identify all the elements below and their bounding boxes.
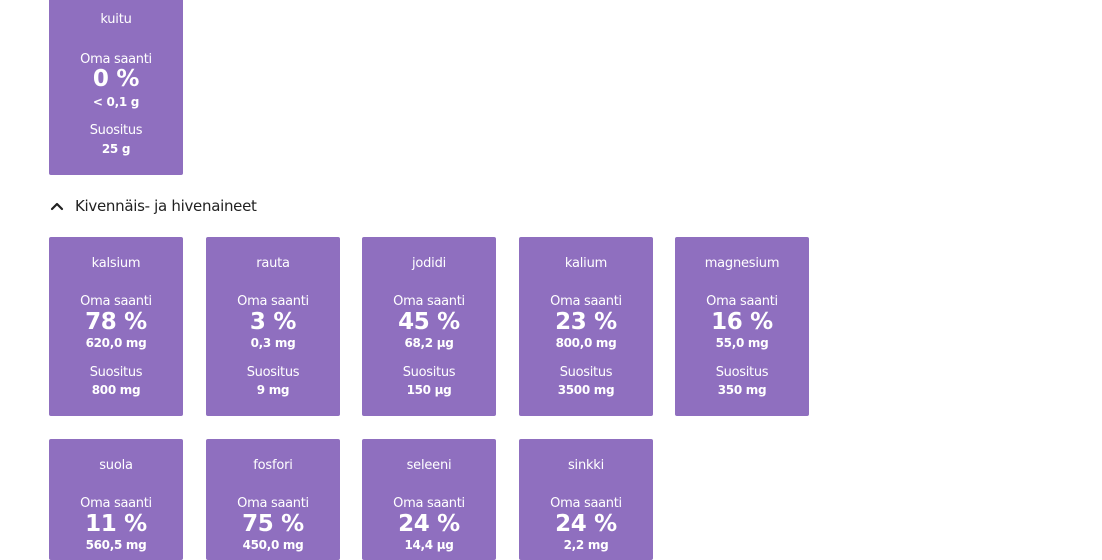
own-intake-amount: 450,0 mg — [242, 538, 304, 552]
recommendation-label: Suositus — [402, 365, 456, 380]
recommendation-value: 800 mg — [91, 383, 141, 397]
own-intake-label: Oma saanti — [393, 496, 465, 511]
recommendation-label: Suositus — [89, 123, 143, 138]
own-intake-label: Oma saanti — [393, 294, 465, 309]
recommendation-value: 150 µg — [406, 383, 452, 397]
nutrient-card-fosfori: fosfori Oma saanti 75 % 450,0 mg — [206, 439, 340, 560]
nutrient-card-suola: suola Oma saanti 11 % 560,5 mg — [49, 439, 183, 560]
own-intake-label: Oma saanti — [237, 496, 309, 511]
own-intake-amount: 55,0 mg — [715, 336, 769, 350]
nutrient-card-jodidi: jodidi Oma saanti 45 % 68,2 µg Suositus … — [362, 237, 496, 416]
recommendation-label: Suositus — [246, 365, 300, 380]
own-intake-amount: 800,0 mg — [555, 336, 617, 350]
recommendation-value: 350 mg — [717, 383, 767, 397]
own-intake-percent: 23 % — [555, 309, 617, 335]
recommendation-value: 3500 mg — [557, 383, 615, 397]
nutrient-name: rauta — [256, 256, 290, 271]
section-title: Kivennäis- ja hivenaineet — [75, 197, 257, 215]
own-intake-percent: 75 % — [242, 511, 304, 537]
nutrient-name: kalsium — [91, 256, 141, 271]
own-intake-percent: 24 % — [555, 511, 617, 537]
nutrient-name: seleeni — [406, 458, 452, 473]
section-toggle-minerals[interactable]: Kivennäis- ja hivenaineet — [49, 196, 257, 216]
own-intake-label: Oma saanti — [80, 294, 152, 309]
nutrient-name: suola — [99, 458, 133, 473]
own-intake-amount: 620,0 mg — [85, 336, 147, 350]
own-intake-amount: 14,4 µg — [404, 538, 454, 552]
own-intake-percent: 78 % — [85, 309, 147, 335]
nutrient-card-kalsium: kalsium Oma saanti 78 % 620,0 mg Suositu… — [49, 237, 183, 416]
recommendation-label: Suositus — [559, 365, 613, 380]
own-intake-percent: 11 % — [85, 511, 147, 537]
nutrient-name: kalium — [564, 256, 608, 271]
own-intake-label: Oma saanti — [237, 294, 309, 309]
nutrient-card-kuitu: kuitu Oma saanti 0 % < 0,1 g Suositus 25… — [49, 0, 183, 175]
recommendation-label: Suositus — [89, 365, 143, 380]
own-intake-percent: 45 % — [398, 309, 460, 335]
own-intake-label: Oma saanti — [706, 294, 778, 309]
own-intake-amount: 68,2 µg — [404, 336, 454, 350]
recommendation-value: 9 mg — [256, 383, 290, 397]
own-intake-label: Oma saanti — [550, 496, 622, 511]
nutrient-card-sinkki: sinkki Oma saanti 24 % 2,2 mg — [519, 439, 653, 560]
own-intake-amount: 560,5 mg — [85, 538, 147, 552]
recommendation-label: Suositus — [715, 365, 769, 380]
nutrient-card-magnesium: magnesium Oma saanti 16 % 55,0 mg Suosit… — [675, 237, 809, 416]
own-intake-label: Oma saanti — [80, 496, 152, 511]
recommendation-value: 25 g — [101, 142, 131, 156]
own-intake-label: Oma saanti — [80, 52, 152, 67]
chevron-up-icon — [50, 202, 64, 211]
own-intake-amount: 2,2 mg — [563, 538, 609, 552]
nutrient-name: magnesium — [704, 256, 780, 271]
own-intake-percent: 0 % — [92, 66, 140, 92]
nutrient-name: kuitu — [100, 12, 132, 27]
own-intake-percent: 3 % — [249, 309, 297, 335]
own-intake-percent: 16 % — [711, 309, 773, 335]
own-intake-amount: 0,3 mg — [250, 336, 296, 350]
nutrient-card-seleeni: seleeni Oma saanti 24 % 14,4 µg — [362, 439, 496, 560]
nutrient-card-kalium: kalium Oma saanti 23 % 800,0 mg Suositus… — [519, 237, 653, 416]
own-intake-percent: 24 % — [398, 511, 460, 537]
nutrient-name: fosfori — [253, 458, 293, 473]
own-intake-label: Oma saanti — [550, 294, 622, 309]
nutrient-name: sinkki — [567, 458, 605, 473]
nutrient-card-rauta: rauta Oma saanti 3 % 0,3 mg Suositus 9 m… — [206, 237, 340, 416]
nutrient-name: jodidi — [411, 256, 447, 271]
own-intake-amount: < 0,1 g — [92, 95, 140, 109]
